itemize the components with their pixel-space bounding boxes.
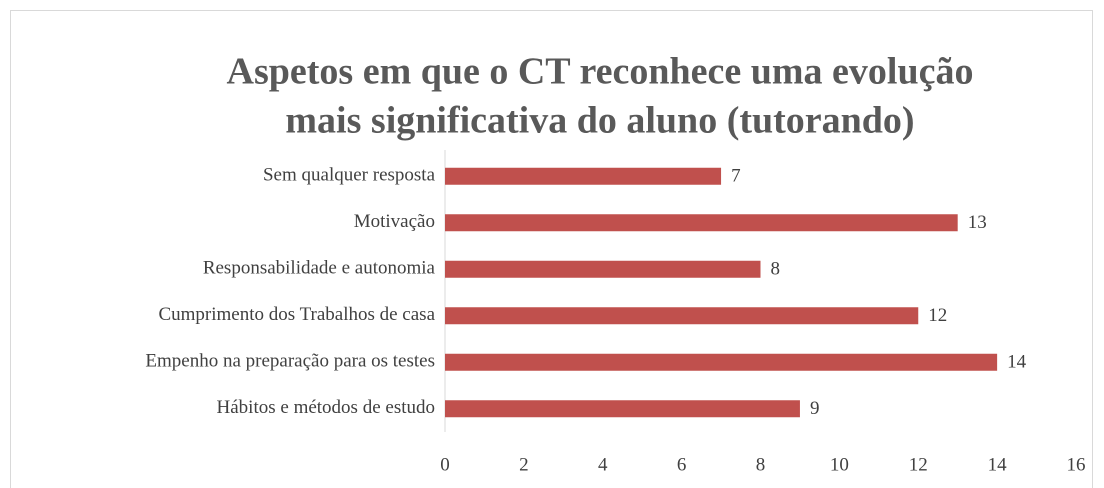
data-label: 9: [810, 398, 820, 419]
bar: [445, 307, 919, 325]
x-tick-label: 8: [756, 454, 766, 475]
y-tick-label: Sem qualquer resposta: [263, 165, 436, 186]
x-tick-label: 0: [440, 454, 450, 475]
bar: [445, 260, 761, 278]
x-tick-label: 4: [598, 454, 608, 475]
y-tick-label: Responsabilidade e autonomia: [203, 258, 436, 279]
y-tick-label: Motivação: [354, 211, 435, 232]
data-label: 14: [1007, 352, 1027, 373]
bar: [445, 167, 722, 185]
x-tick-label: 12: [909, 454, 928, 475]
data-label: 13: [968, 212, 987, 233]
y-tick-label: Empenho na preparação para os testes: [145, 351, 435, 372]
x-tick-label: 6: [677, 454, 687, 475]
bar: [445, 353, 998, 371]
data-label: 12: [928, 305, 947, 326]
y-tick-label: Cumprimento dos Trabalhos de casa: [158, 304, 435, 325]
bar: [445, 400, 800, 418]
x-tick-label: 14: [988, 454, 1008, 475]
bar: [445, 214, 958, 232]
chart-title: Aspetos em que o CT reconhece uma evoluç…: [227, 51, 974, 93]
x-tick-label: 2: [519, 454, 529, 475]
chart-title: mais significativa do aluno (tutorando): [285, 100, 914, 142]
x-tick-label: 10: [830, 454, 849, 475]
x-tick-label: 16: [1067, 454, 1086, 475]
y-tick-label: Hábitos e métodos de estudo: [217, 397, 435, 418]
data-label: 8: [771, 259, 781, 280]
data-label: 7: [731, 166, 741, 187]
